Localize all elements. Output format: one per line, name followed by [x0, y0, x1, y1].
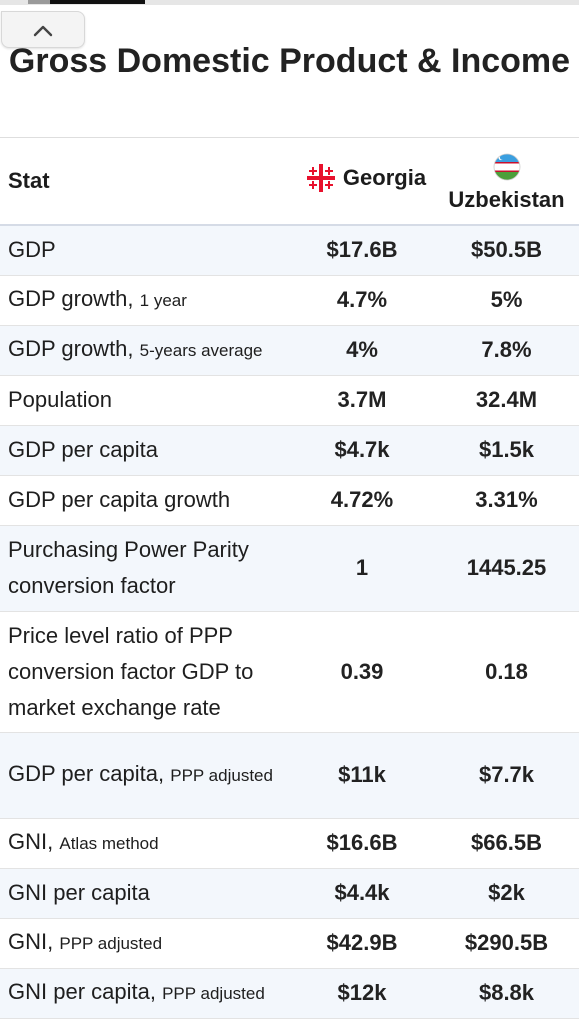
- uzbekistan-value: $7.7k: [434, 732, 579, 819]
- row-label-text: GDP: [8, 237, 56, 263]
- uzbekistan-flag-icon: [493, 153, 520, 181]
- georgia-value: 0.39: [290, 611, 434, 733]
- georgia-value: $4.7k: [290, 425, 434, 476]
- row-label-qualifier: 5-years average: [139, 341, 263, 360]
- table-body: GDP $17.6B $50.5B GDP growth, 1 year 4.7% 5% G…: [0, 225, 579, 1019]
- georgia-column-header[interactable]: Georgia: [290, 138, 434, 226]
- uzbekistan-column-header[interactable]: Uzbekistan: [434, 138, 579, 226]
- browser-top-strip: [0, 0, 579, 5]
- georgia-value: $17.6B: [290, 225, 434, 276]
- table-row: GNI, PPP adjusted $42.9B $290.5B: [0, 918, 579, 969]
- georgia-value: 4.72%: [290, 475, 434, 526]
- georgia-flag-icon: [306, 164, 335, 192]
- georgia-header-label: Georgia: [342, 165, 427, 190]
- row-label: GNI, PPP adjusted: [0, 918, 290, 969]
- table-row: GDP per capita, PPP adjusted $11k $7.7k: [0, 732, 579, 819]
- table-row: Purchasing Power Parity conversion facto…: [0, 525, 579, 612]
- row-label-qualifier: 1 year: [139, 291, 187, 310]
- top-image-edge: [50, 0, 145, 4]
- row-label: GDP per capita: [0, 425, 290, 476]
- title-divider: [0, 137, 579, 138]
- georgia-value: 4%: [290, 325, 434, 376]
- row-label-qualifier: Atlas method: [59, 834, 159, 853]
- row-label-text: GDP growth,: [8, 336, 134, 361]
- row-label-qualifier: PPP adjusted: [162, 984, 265, 1003]
- row-label: GDP growth, 1 year: [0, 275, 290, 326]
- table-row: GNI, Atlas method $16.6B $66.5B: [0, 818, 579, 869]
- georgia-value: $11k: [290, 732, 434, 819]
- uzbekistan-value: 0.18: [434, 611, 579, 733]
- row-label: Population: [0, 375, 290, 426]
- row-label-qualifier: PPP adjusted: [170, 766, 273, 785]
- section-title: Gross Domestic Product & Income: [8, 42, 571, 80]
- row-label: Purchasing Power Parity conversion facto…: [0, 525, 290, 612]
- uzbekistan-value: $2k: [434, 868, 579, 919]
- uzbekistan-value: $66.5B: [434, 818, 579, 869]
- georgia-value: $12k: [290, 968, 434, 1019]
- row-label-text: GDP growth,: [8, 286, 134, 311]
- uzbekistan-value: 5%: [434, 275, 579, 326]
- row-label: GNI per capita: [0, 868, 290, 919]
- georgia-value: 3.7M: [290, 375, 434, 426]
- table-row: GDP $17.6B $50.5B: [0, 225, 579, 276]
- row-label: GNI per capita, PPP adjusted: [0, 968, 290, 1019]
- row-label-text: GNI per capita,: [8, 979, 156, 1004]
- table-row: Price level ratio of PPP conversion fact…: [0, 611, 579, 733]
- georgia-value: $16.6B: [290, 818, 434, 869]
- table-row: GDP growth, 1 year 4.7% 5%: [0, 275, 579, 326]
- row-label: GDP per capita, PPP adjusted: [0, 732, 290, 819]
- uzbekistan-value: 32.4M: [434, 375, 579, 426]
- row-label-text: Population: [8, 387, 112, 412]
- row-label: GDP growth, 5-years average: [0, 325, 290, 376]
- table-row: GNI per capita $4.4k $2k: [0, 868, 579, 919]
- row-label-text: GDP per capita growth: [8, 487, 231, 512]
- uzbekistan-value: $8.8k: [434, 968, 579, 1019]
- row-label-text: Purchasing Power Parity conversion facto…: [8, 537, 249, 598]
- uzbekistan-value: $50.5B: [434, 225, 579, 276]
- georgia-value: $4.4k: [290, 868, 434, 919]
- row-label-text: GDP per capita: [8, 437, 159, 462]
- row-label-text: GNI,: [8, 829, 54, 854]
- uzbekistan-value: 3.31%: [434, 475, 579, 526]
- uzbekistan-header-label: Uzbekistan: [448, 187, 565, 212]
- georgia-value: $42.9B: [290, 918, 434, 969]
- georgia-value: 1: [290, 525, 434, 612]
- table-row: GDP per capita growth 4.72% 3.31%: [0, 475, 579, 526]
- uzbekistan-value: $290.5B: [434, 918, 579, 969]
- collapse-section-button[interactable]: [1, 11, 85, 48]
- georgia-value: 4.7%: [290, 275, 434, 326]
- table-row: Population 3.7M 32.4M: [0, 375, 579, 426]
- table-header-row: Stat Georgia: [0, 138, 579, 226]
- row-label-text: GDP per capita,: [8, 761, 165, 786]
- uzbekistan-value: $1.5k: [434, 425, 579, 476]
- scroll-thumb: [28, 0, 50, 4]
- row-label-text: GNI per capita: [8, 880, 150, 905]
- table-row: GDP growth, 5-years average 4% 7.8%: [0, 325, 579, 376]
- table-row: GDP per capita $4.7k $1.5k: [0, 425, 579, 476]
- table-row: GNI per capita, PPP adjusted $12k $8.8k: [0, 968, 579, 1019]
- row-label: GDP: [0, 225, 290, 276]
- row-label: GNI, Atlas method: [0, 818, 290, 869]
- row-label: Price level ratio of PPP conversion fact…: [0, 611, 290, 733]
- uzbekistan-value: 1445.25: [434, 525, 579, 612]
- row-label-text: Price level ratio of PPP conversion fact…: [8, 622, 254, 720]
- gdp-comparison-table: Stat Georgia: [0, 138, 579, 1019]
- stat-column-header: Stat: [0, 138, 290, 226]
- uzbekistan-value: 7.8%: [434, 325, 579, 376]
- row-label-text: GNI,: [8, 929, 54, 954]
- chevron-up-icon: [33, 25, 53, 36]
- row-label: GDP per capita growth: [0, 475, 290, 526]
- row-label-qualifier: PPP adjusted: [59, 934, 163, 953]
